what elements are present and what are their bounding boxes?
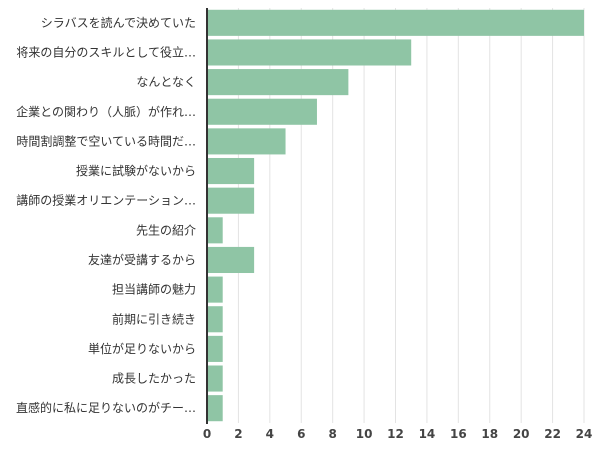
category-label: 企業との関わり（人脈）が作れ… [16,104,196,119]
bar [207,365,223,392]
bar [207,157,255,185]
bar [207,69,349,96]
bar [207,395,223,422]
bar [207,98,317,125]
category-label: シラバスを読んで決めていた [41,15,196,30]
x-tick-label: 22 [544,427,561,441]
category-label: 成長したかった [112,372,196,386]
x-tick-labels: 0 2 4 6 8 10 12 14 16 18 20 22 24 [203,427,593,441]
category-label: 友達が受講するから [88,252,196,267]
category-label: 担当講師の魅力 [112,282,196,297]
bars [207,9,584,422]
bar [207,306,223,333]
x-tick-label: 18 [481,427,498,441]
category-label: 先生の紹介 [136,223,196,237]
bar [207,217,223,244]
x-tick-label: 12 [387,427,404,441]
x-tick-label: 0 [203,427,211,441]
x-tick-label: 16 [450,427,467,441]
bar [207,246,255,274]
x-tick-label: 14 [419,427,436,441]
bar [207,276,223,303]
category-label: 前期に引き続き [112,311,196,326]
bar [207,9,584,36]
category-label: 直感的に私に足りないのがチー… [16,400,196,415]
category-label: 時間割調整で空いている時間だ… [16,133,196,148]
bar [207,39,412,66]
x-tick-label: 4 [266,427,274,441]
x-tick-label: 20 [513,427,530,441]
x-tick-label: 6 [297,427,305,441]
category-label: 講師の授業オリエンテーション… [16,193,196,208]
x-tick-label: 24 [576,427,593,441]
x-tick-label: 2 [234,427,242,441]
category-label: なんとなく [136,75,196,89]
category-label: 単位が足りないから [88,341,196,356]
bar [207,128,286,155]
x-tick-label: 10 [356,427,373,441]
category-label: 将来の自分のスキルとして役立… [16,44,196,59]
bar [207,187,255,214]
x-tick-label: 8 [328,427,336,441]
category-label: 授業に試験がないから [76,163,196,178]
bar [207,335,223,362]
